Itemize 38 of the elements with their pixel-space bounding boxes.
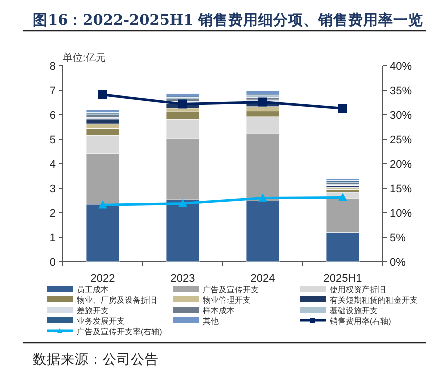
legend-label: 销售费用率(右轴) — [329, 317, 392, 326]
y2-tick-label: 0% — [390, 257, 406, 269]
x-tick-label: 2024 — [250, 273, 276, 285]
y-axis-title: 单位:亿元 — [63, 52, 106, 64]
source-note: 数据来源：公司公告 — [33, 352, 159, 367]
y-tick-label: 4 — [50, 159, 56, 171]
legend-label: 广告及宣传开支率(右轴) — [77, 328, 163, 336]
legend-label: 样本成本 — [203, 306, 235, 316]
y2-tick-label: 20% — [390, 159, 412, 171]
legend-label: 差旅开支 — [77, 306, 109, 316]
y2-tick-label: 25% — [390, 134, 412, 146]
legend-label: 有关短期租赁的租金开支 — [330, 296, 418, 305]
chart-title: 图16：2022-2025H1 销售费用细分项、销售费用率一览 — [33, 11, 424, 29]
y-tick-label: 6 — [50, 110, 56, 122]
legend-label: 业务发展开支 — [77, 317, 125, 326]
y-tick-label: 1 — [50, 232, 56, 244]
y2-tick-label: 5% — [390, 232, 406, 244]
legend-label: 员工成本 — [77, 286, 109, 294]
legend-label: 基础设施开支 — [330, 306, 378, 316]
y-tick-label: 0 — [50, 257, 56, 269]
y2-tick-label: 10% — [390, 208, 412, 220]
y2-tick-label: 15% — [390, 184, 412, 196]
y-tick-label: 8 — [50, 61, 56, 73]
legend-label: 其他 — [203, 317, 219, 326]
y-tick-label: 2 — [50, 208, 56, 220]
y-tick-label: 5 — [50, 134, 56, 146]
legend-label: 使用权资产折旧 — [330, 286, 386, 294]
legend-label: 物业管理开支 — [203, 296, 251, 305]
y-tick-label: 3 — [50, 184, 56, 196]
x-tick-label: 2025H1 — [324, 273, 362, 285]
y2-tick-label: 30% — [390, 110, 412, 122]
y2-tick-label: 40% — [390, 61, 412, 73]
y-tick-label: 7 — [50, 86, 56, 98]
legend-label: 物业、厂房及设备折旧 — [77, 296, 157, 305]
x-tick-label: 2023 — [170, 273, 196, 285]
legend-label: 广告及宣传开支 — [203, 286, 259, 294]
y2-tick-label: 35% — [390, 86, 412, 98]
x-tick-label: 2022 — [90, 273, 116, 285]
